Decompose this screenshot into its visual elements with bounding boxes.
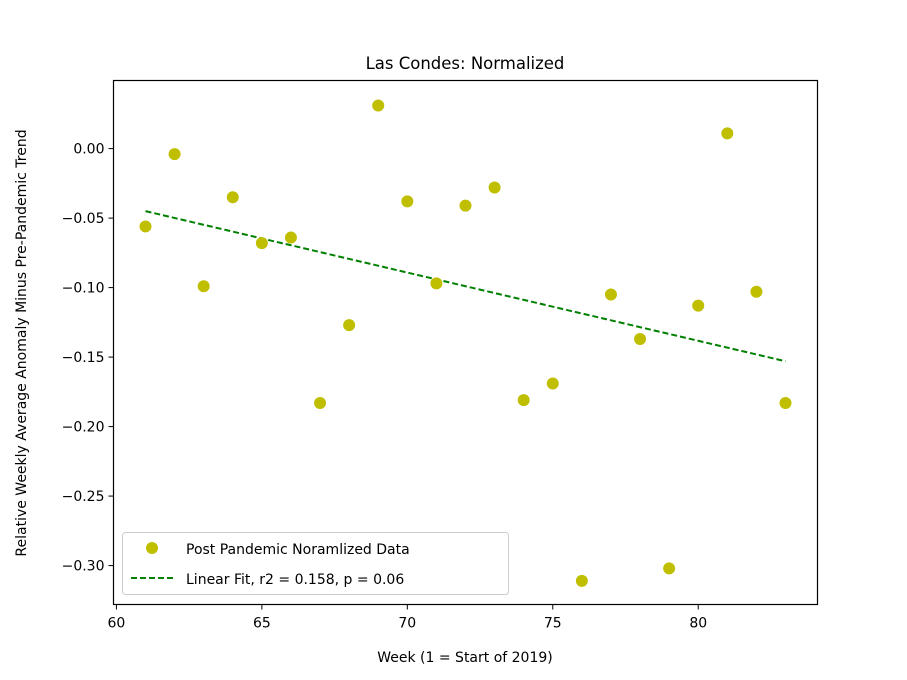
- data-point: [314, 396, 327, 409]
- data-point: [401, 195, 414, 208]
- y-tick-label: −0.25: [62, 489, 105, 505]
- fit-line: [145, 210, 786, 363]
- data-point: [779, 396, 792, 409]
- data-point: [604, 288, 617, 301]
- data-point: [575, 574, 588, 587]
- y-tick-label: −0.10: [62, 281, 105, 297]
- plot-area: [139, 99, 792, 587]
- data-point: [692, 299, 705, 312]
- data-point: [488, 181, 501, 194]
- x-axis: 60 65 70 75 80: [107, 604, 707, 632]
- y-tick-label: −0.30: [62, 559, 105, 575]
- legend-label-fit: Linear Fit, r2 = 0.158, p = 0.06: [186, 572, 404, 588]
- legend-box: [122, 532, 509, 595]
- x-tick-label: 75: [544, 616, 562, 632]
- chart-title: Las Condes: Normalized: [366, 54, 565, 73]
- data-point: [139, 220, 152, 233]
- legend-label-points: Post Pandemic Noramlized Data: [186, 542, 410, 558]
- x-tick-label: 65: [253, 616, 271, 632]
- data-point: [168, 148, 181, 161]
- x-tick-label: 80: [689, 616, 707, 632]
- y-tick-label: −0.15: [62, 350, 105, 366]
- data-point: [634, 333, 647, 346]
- y-tick-label: −0.20: [62, 420, 105, 436]
- legend-marker-points: [146, 542, 158, 554]
- y-axis: 0.00 −0.05 −0.10 −0.15 −0.20 −0.25 −0.30: [62, 142, 114, 575]
- data-point: [721, 127, 734, 140]
- data-point: [284, 231, 297, 244]
- data-point: [663, 562, 676, 575]
- legend: Post Pandemic Noramlized Data Linear Fit…: [122, 532, 509, 595]
- data-point: [750, 285, 763, 298]
- data-point: [226, 191, 239, 204]
- data-point: [546, 377, 559, 390]
- data-point: [372, 99, 385, 112]
- data-point: [430, 277, 443, 290]
- x-tick-label: 70: [398, 616, 416, 632]
- x-axis-label: Week (1 = Start of 2019): [377, 650, 553, 666]
- x-tick-label: 60: [107, 616, 125, 632]
- y-tick-label: −0.05: [62, 211, 105, 227]
- data-point: [197, 280, 210, 293]
- y-tick-label: 0.00: [73, 142, 104, 158]
- data-point: [517, 394, 530, 407]
- axes-frame: [112, 79, 819, 606]
- data-point: [343, 319, 356, 332]
- data-point: [255, 237, 268, 250]
- data-point: [459, 199, 472, 212]
- y-axis-label: Relative Weekly Average Anomaly Minus Pr…: [14, 129, 30, 556]
